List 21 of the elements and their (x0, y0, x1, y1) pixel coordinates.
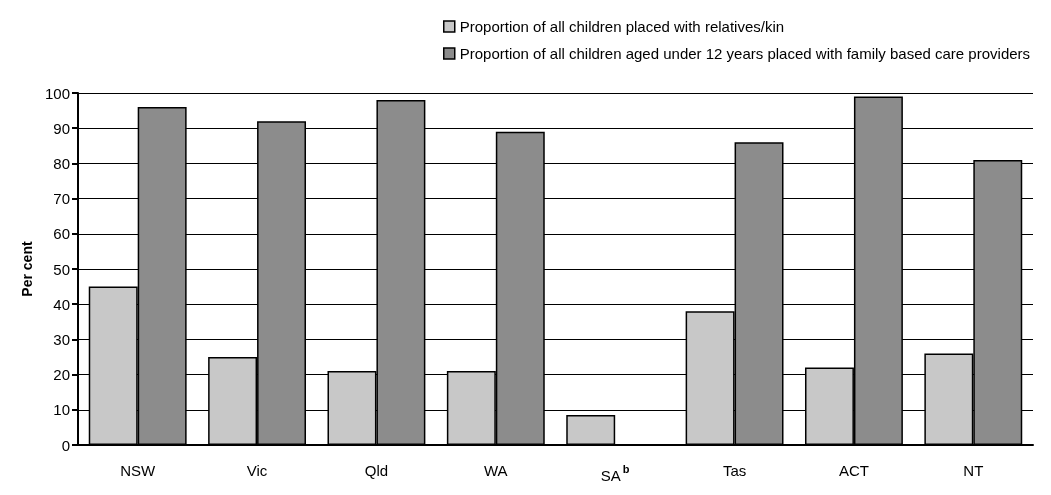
y-axis-title: Per cent (19, 241, 35, 297)
x-tick-label: NT (963, 462, 984, 479)
y-tick-label: 30 (53, 330, 70, 348)
legend-label: Proportion of all children placed with relatives/kin (459, 18, 785, 35)
y-tick-label: 40 (53, 295, 70, 313)
x-tick-label: ACT (838, 462, 869, 479)
y-tick-label: 60 (53, 225, 70, 243)
y-tick-label: 50 (53, 260, 70, 278)
y-tick-label: 90 (53, 119, 70, 137)
y-tick-label: 10 (53, 401, 70, 419)
x-tick-label: Qld (364, 462, 389, 479)
x-tick-label: NSW (120, 462, 157, 479)
x-tick-label: Tas (722, 462, 747, 479)
y-tick-label: 70 (53, 190, 70, 208)
y-tick-label: 80 (53, 154, 70, 172)
x-tick-label: Vic (246, 462, 268, 479)
legend-label: Proportion of all children aged under 12 years placed with family based care providers (459, 45, 1031, 62)
y-tick-label: 20 (53, 366, 70, 384)
y-tick-label: 100 (44, 84, 70, 102)
x-tick-label: WA (484, 462, 508, 479)
y-tick-label: 0 (61, 436, 70, 454)
